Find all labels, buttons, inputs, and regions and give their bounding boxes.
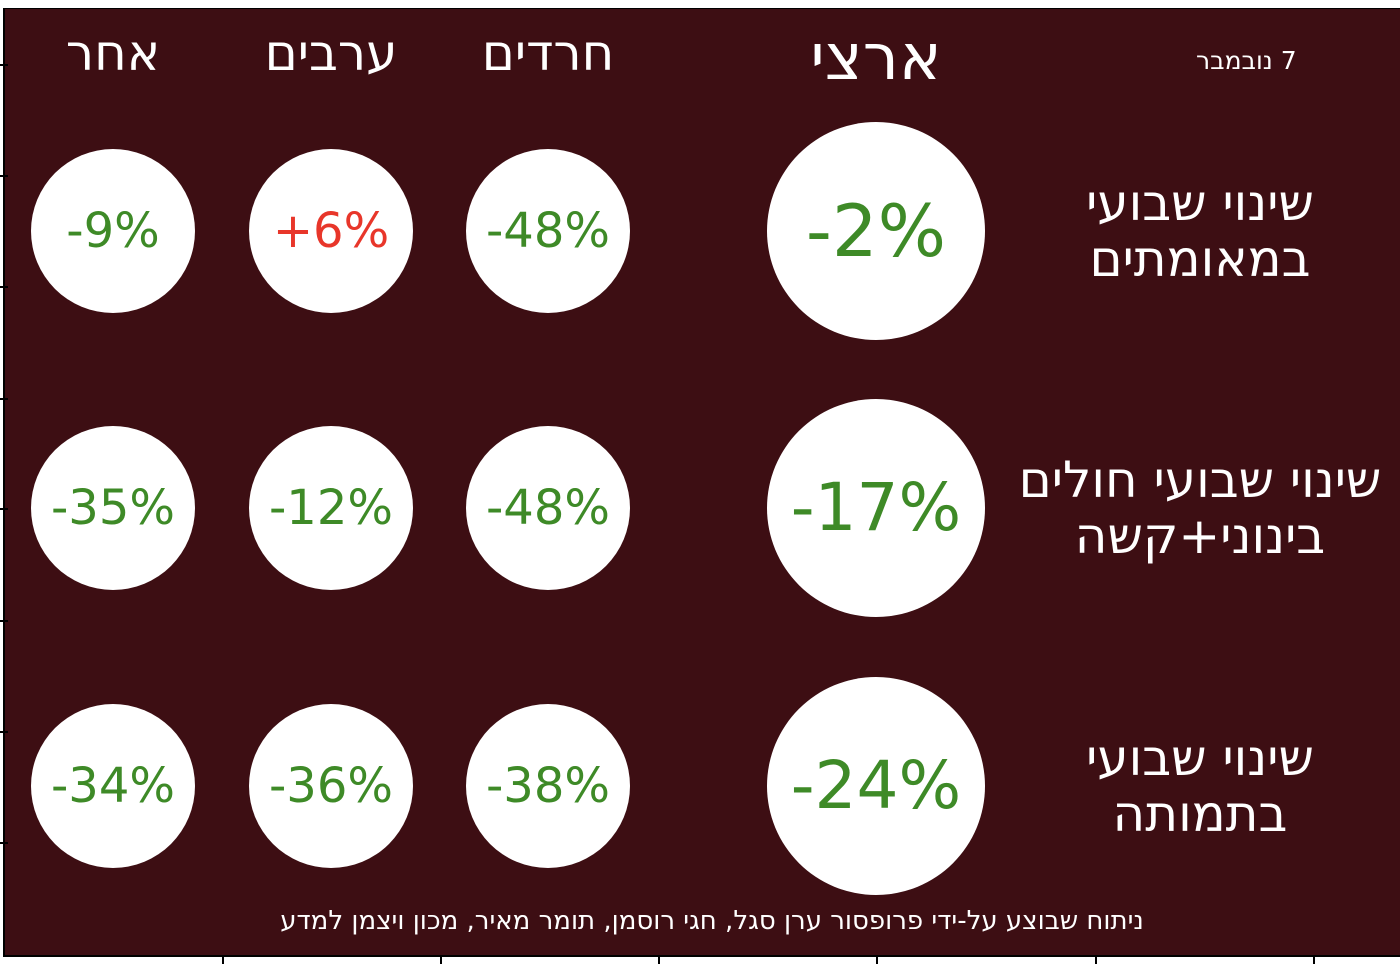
row-label-line: במאומתים (1089, 230, 1311, 288)
axis-tick (1095, 955, 1097, 964)
chart-panel (3, 8, 1400, 956)
axis-tick (0, 286, 8, 288)
value-label: -17% (790, 469, 962, 546)
value-circle: -38% (466, 704, 630, 868)
value-label: +6% (272, 203, 390, 259)
row-label-line: בינוני+קשה (1074, 507, 1326, 565)
axis-tick (440, 955, 442, 964)
axis-tick (0, 620, 8, 622)
axis-tick (0, 398, 8, 400)
axis-tick (0, 508, 8, 510)
axis-tick (222, 955, 224, 964)
row-label-line: שינוי שבועי (1086, 729, 1314, 787)
value-label: -38% (485, 758, 610, 814)
value-circle: -48% (466, 149, 630, 313)
column-header: ארצי (810, 21, 942, 95)
row-label: שינוי שבועי במאומתים (1086, 175, 1314, 287)
value-circle: -34% (31, 704, 195, 868)
value-label: -34% (50, 758, 175, 814)
value-circle: -9% (31, 149, 195, 313)
value-label: -9% (66, 203, 160, 259)
value-circle: -2% (767, 122, 985, 340)
value-label: -24% (790, 747, 962, 824)
footer-credit: ניתוח שבוצע על-ידי פרופסור ערן סגל, חגי … (280, 906, 1144, 936)
axis-tick (0, 731, 8, 733)
axis-tick (1313, 955, 1315, 964)
column-header: אחר (65, 24, 161, 82)
axis-line (3, 955, 1400, 957)
value-label: -48% (485, 203, 610, 259)
value-label: -12% (268, 480, 393, 536)
value-label: -36% (268, 758, 393, 814)
value-label: -35% (50, 480, 175, 536)
value-circle: +6% (249, 149, 413, 313)
value-circle: -36% (249, 704, 413, 868)
axis-tick (658, 955, 660, 964)
value-circle: -17% (767, 399, 985, 617)
value-circle: -35% (31, 426, 195, 590)
column-header: חרדים (481, 24, 615, 82)
axis-tick (0, 175, 8, 177)
value-circle: -48% (466, 426, 630, 590)
row-label-line: בתמותה (1112, 785, 1288, 843)
row-label-line: שינוי שבועי חולים (1018, 451, 1382, 509)
axis-tick (0, 842, 8, 844)
row-label: שינוי שבועי חולים בינוני+קשה (1019, 452, 1382, 564)
row-label: שינוי שבועי בתמותה (1086, 730, 1314, 842)
value-label: -2% (805, 189, 947, 273)
date-label: 7 נובמבר (1196, 46, 1297, 75)
value-circle: -24% (767, 677, 985, 895)
axis-tick (0, 64, 8, 66)
column-header: ערבים (264, 24, 398, 82)
value-label: -48% (485, 480, 610, 536)
row-label-line: שינוי שבועי (1086, 174, 1314, 232)
axis-tick (876, 955, 878, 964)
value-circle: -12% (249, 426, 413, 590)
